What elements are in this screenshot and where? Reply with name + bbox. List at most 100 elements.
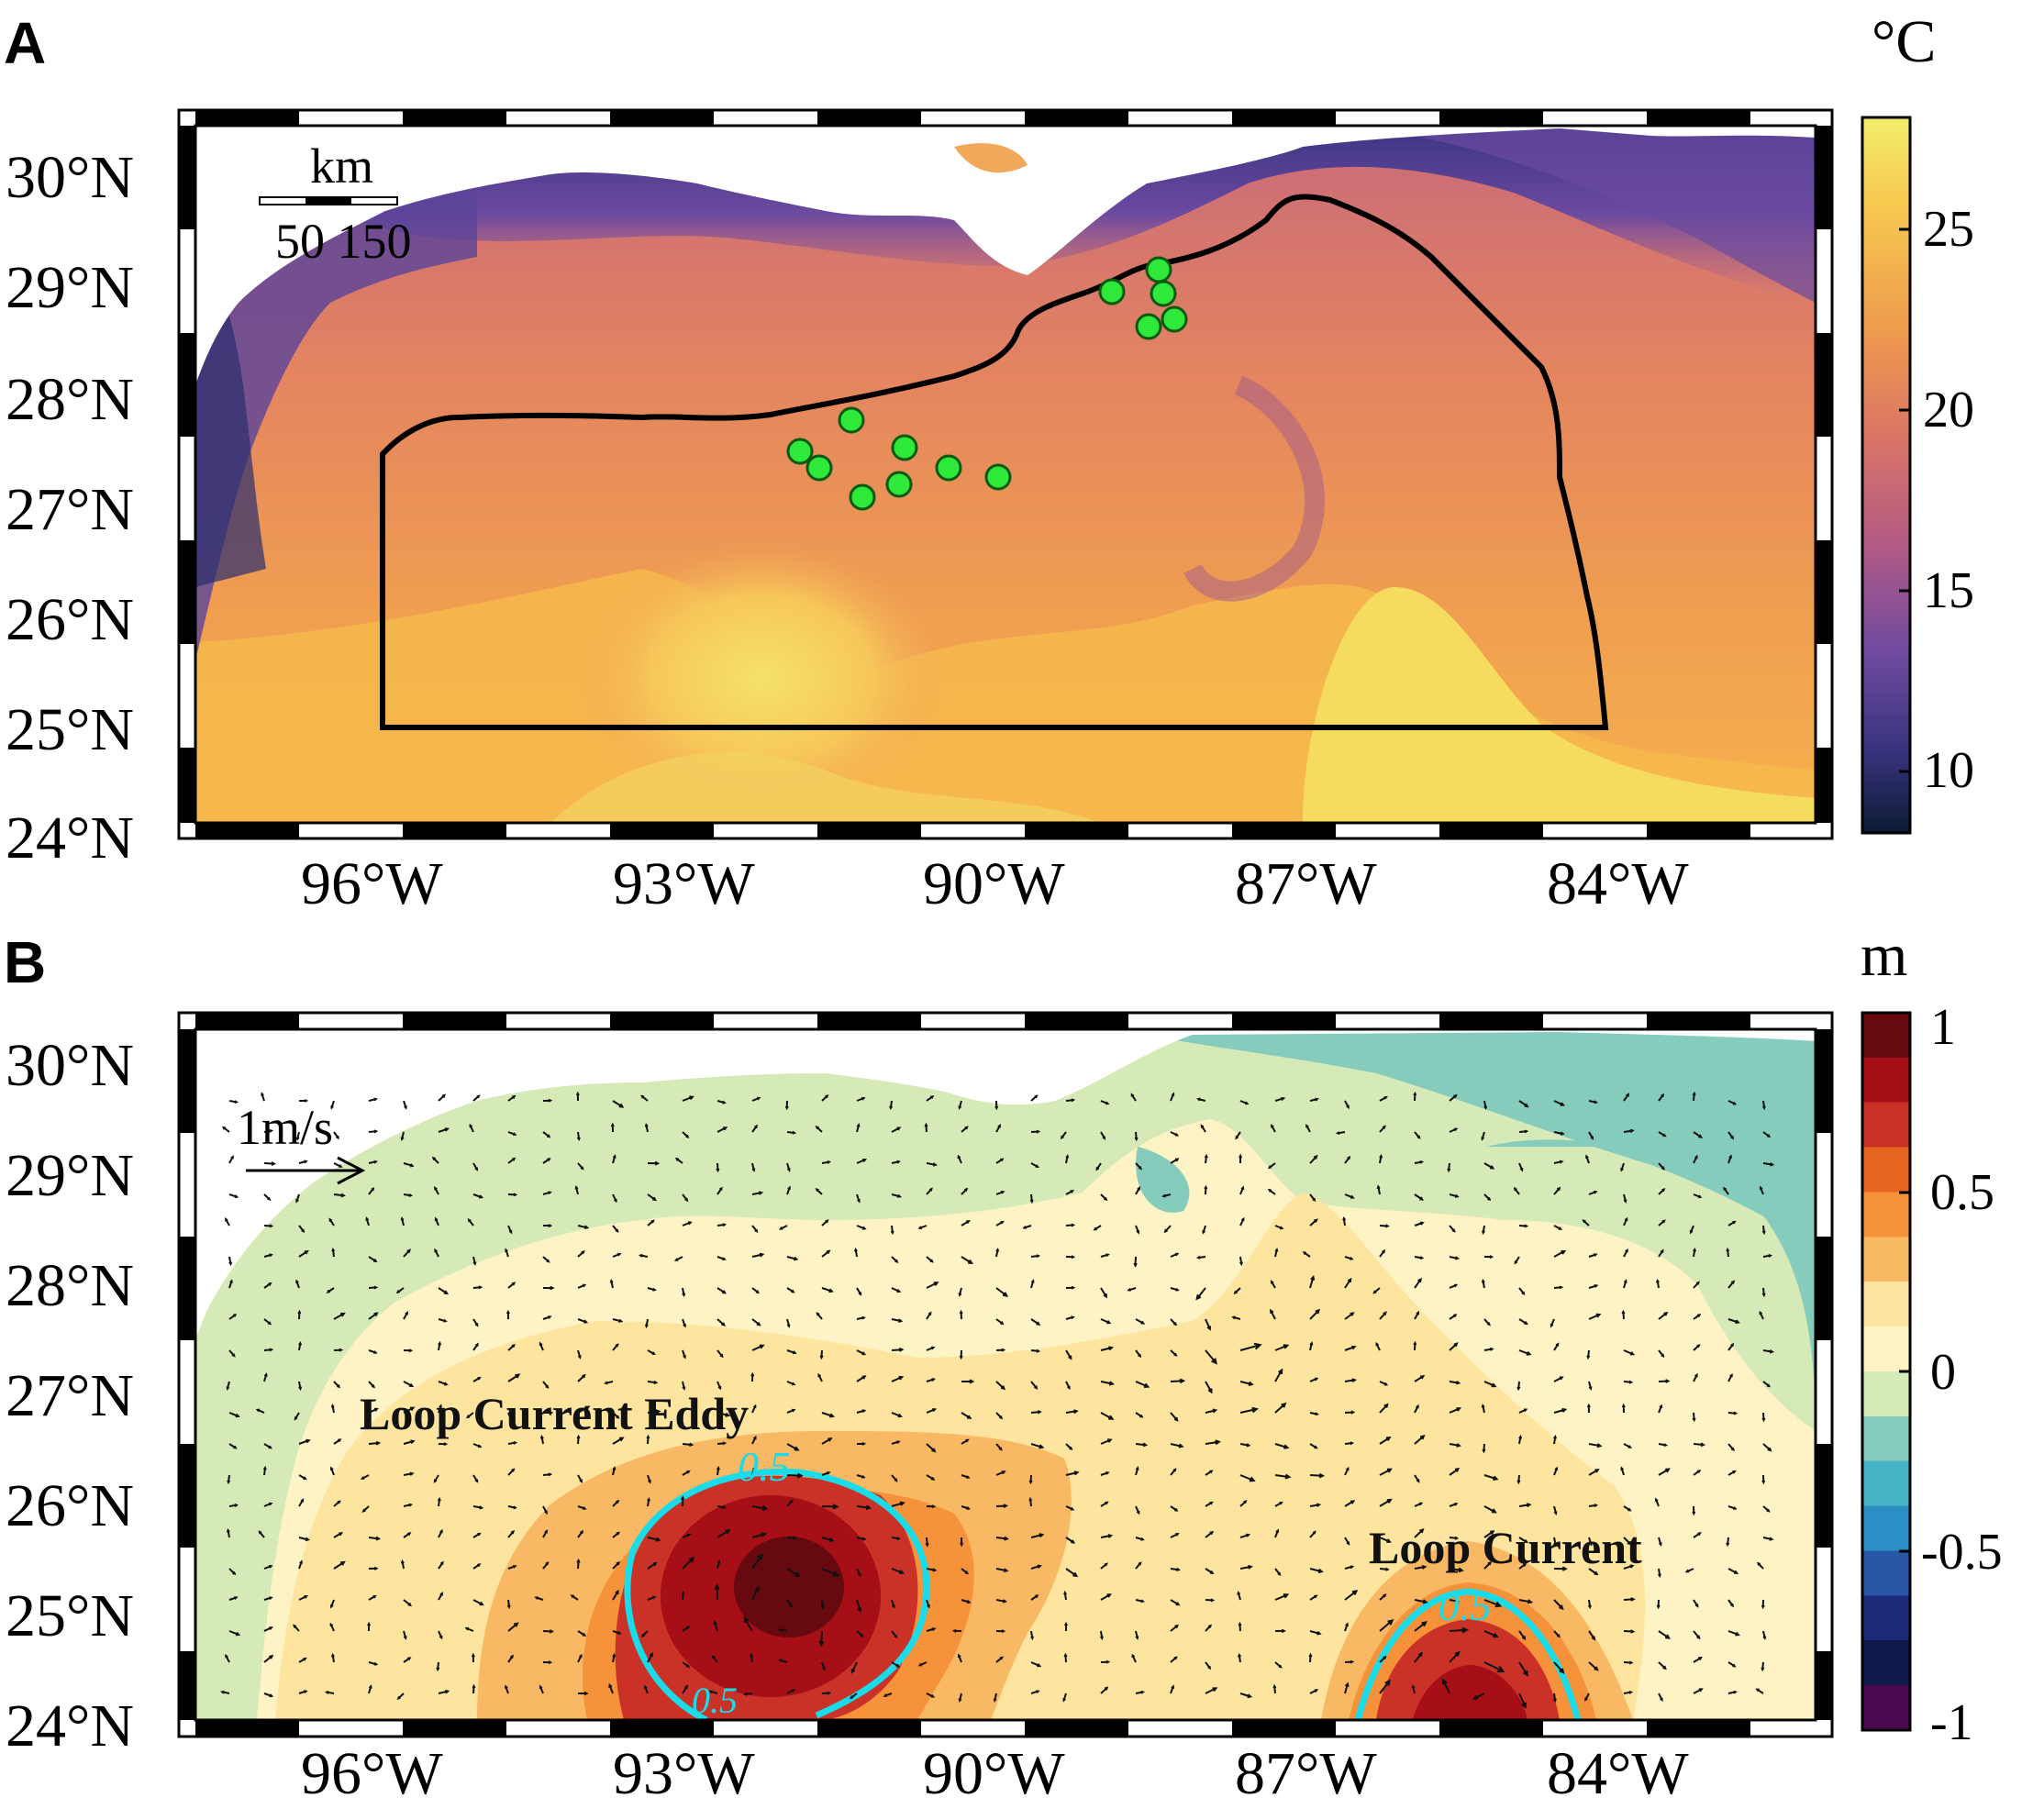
velocity-arrow [1100, 1659, 1111, 1664]
velocity-arrow [1239, 1406, 1259, 1414]
velocity-arrow [507, 1094, 517, 1102]
velocity-arrow [608, 1682, 614, 1694]
velocity-arrow [1170, 1533, 1180, 1538]
velocity-arrow [1588, 1661, 1599, 1671]
velocity-arrow [673, 1256, 683, 1261]
velocity-arrow [1309, 1308, 1321, 1320]
velocity-arrow [1693, 1313, 1702, 1320]
velocity-arrow [1658, 1404, 1663, 1414]
velocity-arrow [647, 1561, 658, 1570]
velocity-arrow [1308, 1652, 1313, 1663]
velocity-arrow [542, 1381, 550, 1390]
velocity-arrow [1379, 1468, 1393, 1476]
velocity-arrow [1518, 1661, 1528, 1677]
velocity-arrow [1379, 1498, 1393, 1507]
velocity-arrow [883, 1692, 893, 1697]
loop-current-eddy-label: Loop Current Eddy [360, 1388, 750, 1439]
velocity-arrow [1553, 1342, 1560, 1351]
velocity-arrow [298, 1537, 310, 1542]
velocity-arrow [1588, 1443, 1603, 1448]
velocity-arrow [298, 1249, 309, 1258]
velocity-arrow [1100, 1438, 1113, 1445]
velocity-arrow [329, 1622, 335, 1632]
velocity-arrow [368, 1536, 382, 1541]
velocity-arrow [1205, 1687, 1218, 1694]
velocity-arrow [1658, 1537, 1662, 1547]
velocity-arrow [1588, 1537, 1593, 1547]
velocity-arrow [1553, 1599, 1564, 1611]
velocity-arrow [1065, 1409, 1079, 1415]
velocity-arrow [1518, 1318, 1528, 1326]
velocity-arrow [995, 1412, 1004, 1420]
velocity-arrow [1518, 1162, 1524, 1172]
velocity-arrow [1727, 1599, 1735, 1608]
velocity-arrow [1239, 1185, 1245, 1195]
velocity-arrow [1414, 1599, 1428, 1604]
velocity-arrow [1030, 1094, 1039, 1102]
velocity-arrow [717, 1504, 728, 1509]
velocity-arrow [1274, 1443, 1290, 1449]
velocity-arrow [1161, 1193, 1172, 1198]
velocity-arrow [1693, 1372, 1698, 1382]
velocity-arrow [472, 1094, 481, 1102]
velocity-arrow [1472, 1692, 1485, 1700]
velocity-arrow [1030, 1279, 1035, 1289]
velocity-arrow [640, 1094, 649, 1102]
velocity-arrow [1693, 1193, 1703, 1199]
velocity-arrow [542, 1256, 550, 1263]
velocity-arrow [1065, 1223, 1076, 1227]
velocity-arrow [1135, 1505, 1140, 1515]
velocity-arrow [1449, 1380, 1461, 1385]
velocity-arrow [926, 1599, 930, 1609]
velocity-arrow [1309, 1412, 1319, 1416]
velocity-arrow [1693, 1599, 1699, 1608]
velocity-arrow [365, 1216, 370, 1226]
velocity-arrow [1170, 1318, 1178, 1326]
velocity-arrow [786, 1130, 796, 1135]
velocity-arrow [263, 1372, 268, 1382]
velocity-arrow [1658, 1219, 1666, 1226]
velocity-arrow [856, 1537, 867, 1541]
panel-b-lon-label: 96°W [301, 1740, 443, 1807]
velocity-arrow [298, 1438, 311, 1445]
velocity-arrow [751, 1344, 765, 1351]
velocity-arrow [543, 1410, 554, 1415]
eddy-contour-label: 0.5 [738, 1443, 791, 1490]
panel-b-colorbar-tick-label: -1 [1930, 1694, 1973, 1751]
velocity-arrow [778, 1659, 788, 1663]
velocity-arrow [891, 1501, 905, 1507]
velocity-arrow [1135, 1381, 1150, 1388]
station-marker [1145, 256, 1172, 283]
velocity-arrow [1379, 1567, 1390, 1571]
velocity-arrow [1449, 1407, 1462, 1414]
velocity-arrow [751, 1466, 756, 1476]
velocity-arrow [957, 1653, 962, 1663]
velocity-arrow [1553, 1661, 1565, 1674]
velocity-arrow [1692, 1091, 1696, 1102]
velocity-arrow [708, 1690, 718, 1694]
velocity-arrow [1623, 1691, 1634, 1694]
velocity-arrow [1274, 1402, 1287, 1414]
velocity-arrow [751, 1318, 761, 1326]
velocity-arrow [1761, 1225, 1766, 1236]
velocity-arrow [1379, 1679, 1391, 1694]
velocity-arrow [1588, 1100, 1598, 1104]
velocity-arrow [1239, 1342, 1262, 1351]
velocity-arrow [1379, 1224, 1390, 1228]
velocity-arrow [1135, 1186, 1140, 1195]
velocity-arrow [1693, 1131, 1704, 1138]
velocity-arrow [1100, 1193, 1108, 1202]
velocity-arrow [1030, 1443, 1045, 1449]
velocity-arrow [331, 1248, 336, 1258]
velocity-arrow [1309, 1568, 1324, 1573]
velocity-arrow [261, 1092, 265, 1102]
velocity-arrow [507, 1131, 517, 1136]
velocity-arrow [856, 1630, 864, 1637]
velocity-arrow [1372, 1287, 1381, 1294]
velocity-arrow [1762, 1537, 1774, 1541]
velocity-arrow [368, 1407, 379, 1414]
velocity-arrow [1030, 1254, 1041, 1259]
velocity-arrow [1065, 1349, 1072, 1360]
velocity-arrow [228, 1193, 239, 1199]
velocity-arrow [1309, 1472, 1326, 1479]
